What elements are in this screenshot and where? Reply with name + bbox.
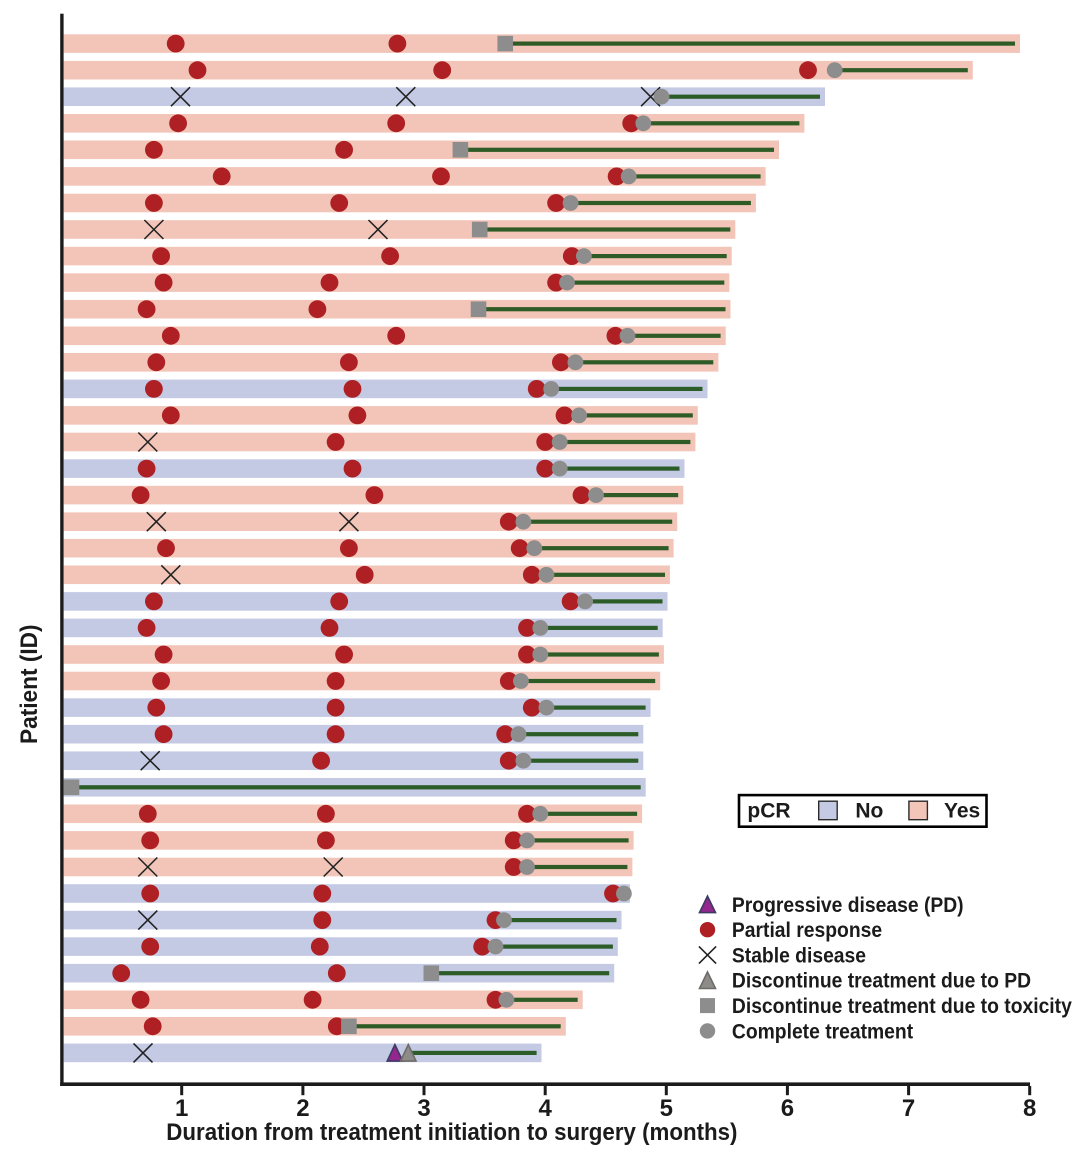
svg-text:Patient (ID): Patient (ID) xyxy=(15,624,42,744)
svg-text:Progressive disease (PD): Progressive disease (PD) xyxy=(732,894,964,917)
svg-text:Yes: Yes xyxy=(944,799,980,822)
svg-text:Partial response: Partial response xyxy=(732,919,882,942)
svg-text:2: 2 xyxy=(296,1095,309,1122)
svg-text:No: No xyxy=(855,799,883,822)
svg-text:6: 6 xyxy=(781,1095,794,1122)
svg-text:7: 7 xyxy=(902,1095,915,1122)
svg-text:Stable disease: Stable disease xyxy=(732,945,866,968)
svg-text:Discontinue treatment due to t: Discontinue treatment due to toxicity xyxy=(732,995,1073,1018)
svg-text:3: 3 xyxy=(417,1095,430,1122)
svg-text:Discontinue treatment due to P: Discontinue treatment due to PD xyxy=(732,970,1031,993)
svg-text:Complete treatment: Complete treatment xyxy=(732,1021,914,1044)
svg-text:pCR: pCR xyxy=(747,799,790,822)
svg-text:5: 5 xyxy=(660,1095,673,1122)
svg-text:Duration from treatment initia: Duration from treatment initiation to su… xyxy=(166,1118,737,1145)
svg-text:4: 4 xyxy=(539,1095,553,1122)
svg-text:8: 8 xyxy=(1023,1095,1036,1122)
svg-text:1: 1 xyxy=(175,1095,188,1122)
